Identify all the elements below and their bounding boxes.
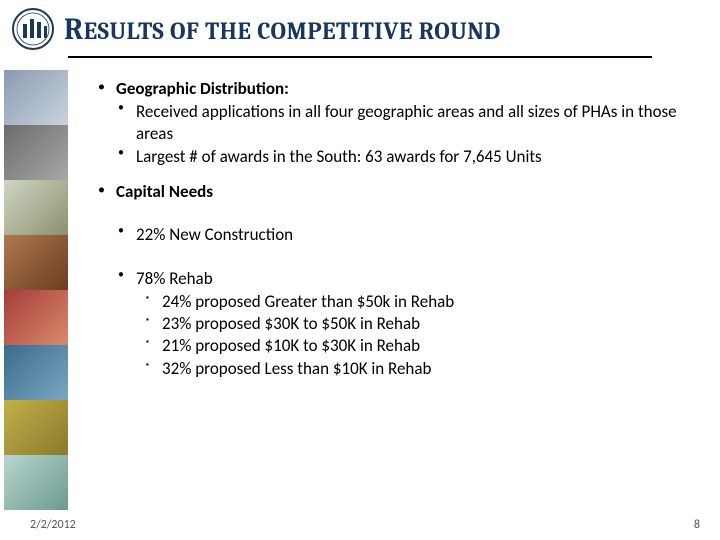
cap-heading: Capital Needs: [116, 181, 213, 202]
photo-thumb: [4, 400, 68, 455]
geo-item: Received applications in all four geogra…: [116, 101, 696, 144]
rehab-sublist: 24% proposed Greater than $50k in Rehab …: [136, 291, 696, 379]
content-area: Geographic Distribution: Received applic…: [68, 70, 720, 510]
photo-thumb: [4, 235, 68, 290]
photo-thumb: [4, 125, 68, 180]
footer-page: 8: [694, 518, 700, 532]
cap-rehab: 78% Rehab 24% proposed Greater than $50k…: [116, 268, 696, 379]
bullet-list: Geographic Distribution: Received applic…: [96, 78, 696, 379]
cap-newcon: 22% New Construction: [116, 224, 696, 245]
rehab-item: 24% proposed Greater than $50k in Rehab: [142, 291, 696, 312]
rehab-item: 21% proposed $10K to $30K in Rehab: [142, 335, 696, 356]
footer: 2/2/2012 8: [0, 518, 720, 532]
footer-date: 2/2/2012: [30, 518, 76, 532]
photo-thumb: [4, 455, 68, 510]
body: Geographic Distribution: Received applic…: [0, 70, 720, 510]
photo-thumb: [4, 345, 68, 400]
title-rule: [68, 56, 652, 58]
rehab-heading: 78% Rehab: [136, 268, 213, 289]
bullet-geo: Geographic Distribution: Received applic…: [96, 78, 696, 167]
slide: RESULTS OF THE COMPETITIVE ROUND Geograp…: [0, 0, 720, 540]
photo-thumb: [4, 70, 68, 125]
slide-title: RESULTS OF THE COMPETITIVE ROUND: [64, 12, 501, 47]
hud-seal-icon: [12, 8, 54, 50]
photo-thumb: [4, 180, 68, 235]
geo-heading: Geographic Distribution:: [116, 78, 289, 99]
cap-sublist: 22% New Construction 78% Rehab 24% propo…: [116, 224, 696, 379]
rehab-item: 32% proposed Less than $10K in Rehab: [142, 358, 696, 379]
geo-sublist: Received applications in all four geogra…: [116, 101, 696, 167]
slide-title-text: ESULTS OF THE COMPETITIVE ROUND: [84, 17, 501, 45]
geo-item: Largest # of awards in the South: 63 awa…: [116, 146, 696, 167]
bullet-cap: Capital Needs 22% New Construction 78% R…: [96, 181, 696, 379]
photo-strip: [4, 70, 68, 510]
rehab-item: 23% proposed $30K to $50K in Rehab: [142, 313, 696, 334]
header: RESULTS OF THE COMPETITIVE ROUND: [0, 0, 720, 54]
photo-thumb: [4, 290, 68, 345]
